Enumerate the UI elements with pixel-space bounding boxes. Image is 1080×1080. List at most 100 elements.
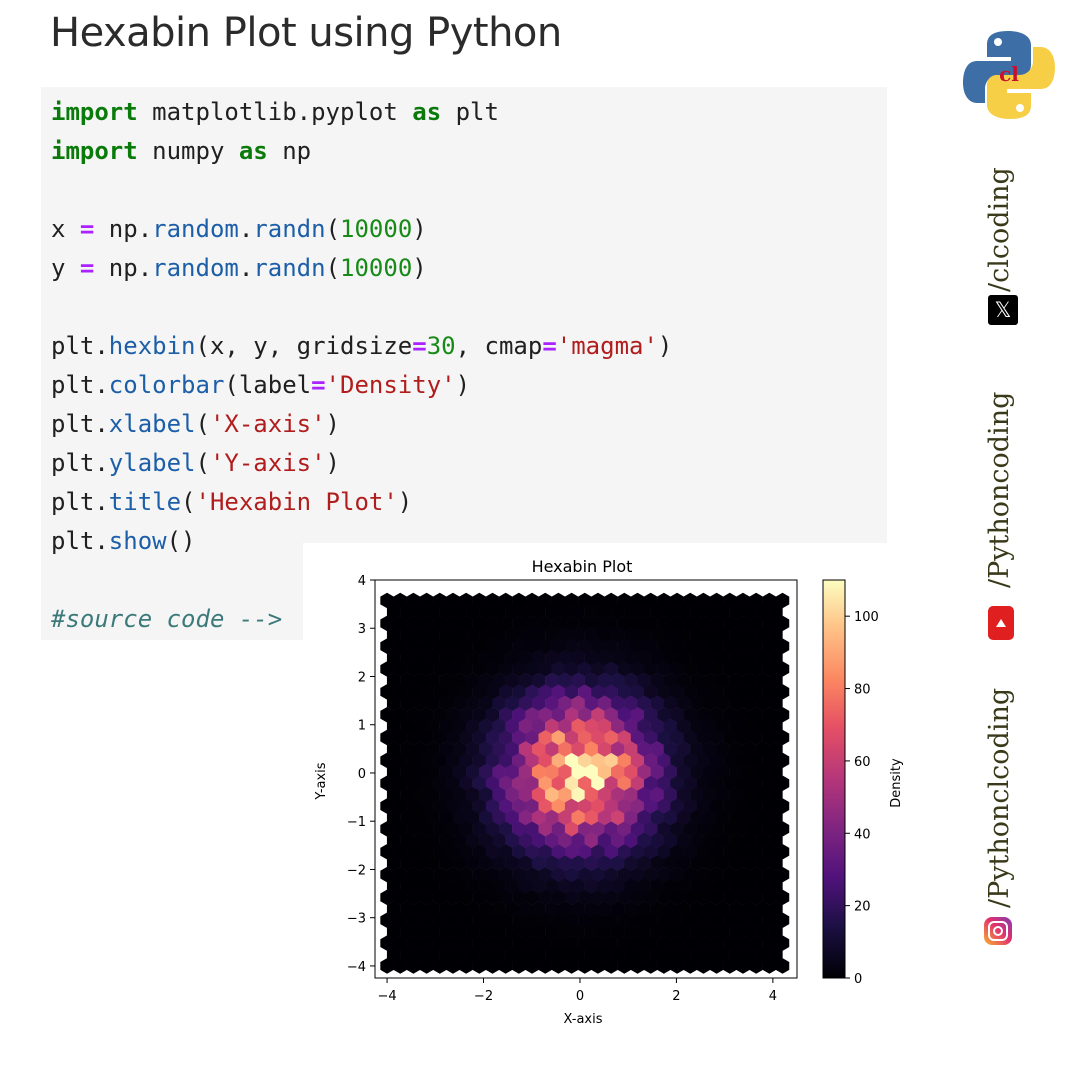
hexbin-cell — [459, 843, 473, 860]
hexbin-cell — [683, 752, 697, 769]
hexbin-cell — [762, 935, 777, 951]
hexbin-cell — [749, 615, 763, 632]
handle-instagram[interactable]: /Pythonclcoding — [984, 687, 1015, 908]
hexbin-cell — [492, 741, 506, 757]
hexbin-cell — [578, 638, 592, 654]
hexbin-cell — [670, 661, 684, 677]
hexbin-cell — [466, 786, 480, 803]
hexbin-cell — [564, 729, 579, 746]
hexbin-cell — [558, 923, 572, 940]
hexbin-cell — [413, 672, 427, 689]
hexbin-cell — [419, 638, 434, 654]
hexbin-cell — [433, 752, 447, 769]
hexbin-cell — [564, 752, 579, 769]
hexbin-cell — [663, 649, 678, 666]
hexbin-cell — [624, 764, 638, 780]
hexbin-cell — [426, 649, 440, 666]
hexbin-cell — [617, 912, 632, 929]
colorbar-label: Density — [889, 758, 904, 808]
code-token: randn — [253, 215, 326, 243]
hexbin-cell — [611, 832, 625, 849]
hexbin-cell — [452, 695, 467, 712]
hexbin-cell — [604, 638, 618, 654]
hexbin-cell — [578, 935, 592, 951]
hexbin-cell — [637, 855, 651, 871]
code-token: ( — [181, 488, 196, 516]
hexbin-cell — [518, 741, 533, 757]
hexbin-cell — [630, 958, 645, 974]
code-token: = — [311, 371, 326, 399]
hexbin-cell — [709, 592, 724, 609]
hexbin-cell — [545, 741, 559, 757]
hexbin-cell — [604, 592, 618, 609]
hexbin-cell — [531, 923, 546, 940]
code-token: import — [51, 137, 138, 165]
hexbin-cell — [505, 878, 520, 894]
hexbin-cell — [512, 706, 526, 723]
hexbin-cell — [696, 706, 711, 723]
handle-x[interactable]: /clcoding — [984, 167, 1015, 292]
hexbin-cell — [729, 923, 744, 940]
hexbin-cell — [571, 695, 585, 712]
code-token: () — [166, 527, 196, 555]
hexbin-cell — [525, 752, 539, 769]
hexbin-cell — [637, 604, 651, 620]
hexbin-cell — [611, 649, 625, 666]
hexbin-cell — [696, 821, 711, 837]
hexbin-cell — [498, 912, 513, 929]
hexbin-cell — [406, 935, 421, 951]
hexbin-cell — [716, 832, 730, 849]
code-line: import numpy as np — [51, 136, 311, 166]
hexbin-cell — [617, 775, 632, 791]
hexbin-cell — [650, 946, 665, 963]
hexbin-cell — [400, 786, 414, 803]
hexbin-cell — [617, 706, 632, 723]
hexbin-cell — [472, 752, 487, 769]
hexbin-cell — [663, 718, 678, 734]
hexbin-cell — [433, 935, 447, 951]
instagram-icon[interactable] — [984, 917, 1012, 945]
hexbin-cell — [657, 775, 671, 791]
hexbin-cell — [611, 627, 625, 643]
hexbin-cell — [709, 798, 724, 814]
hexbin-cell — [446, 592, 460, 609]
hexbin-cell — [419, 592, 434, 609]
hexbin-cell — [670, 706, 684, 723]
hexbin-cell — [564, 821, 579, 837]
hexbin-cell — [393, 775, 407, 791]
hexbin-cell — [709, 706, 724, 723]
hexbin-cell — [479, 855, 493, 871]
hexbin-cell — [643, 638, 658, 654]
hexbin-cell — [466, 901, 480, 917]
hexbin-cell — [584, 946, 599, 963]
hexbin-cell — [472, 615, 487, 632]
hexbin-cell — [742, 627, 757, 643]
hexbin-cell — [676, 627, 691, 643]
hexbin-cell — [736, 798, 750, 814]
hexbin-cell — [597, 604, 612, 620]
youtube-icon[interactable] — [988, 606, 1014, 640]
colorbar-tick-label: 40 — [854, 827, 871, 842]
hexbin-cell — [492, 855, 506, 871]
hexbin-cell — [584, 809, 599, 826]
hexbin-cell — [663, 695, 678, 712]
hexbin-cell — [736, 729, 750, 746]
hexbin-cell — [716, 946, 730, 963]
handle-youtube[interactable]: /Pythoncoding — [984, 391, 1015, 588]
hexbin-cell — [564, 843, 579, 860]
code-token: colorbar — [108, 371, 225, 399]
hexbin-cell — [703, 672, 717, 689]
hexbin-cell — [538, 821, 552, 837]
hexbin-cell — [723, 912, 737, 929]
code-token: hexbin — [108, 332, 196, 360]
hexbin-cell — [538, 615, 552, 632]
hexbin-cell — [400, 946, 414, 963]
hexbin-cell — [769, 672, 783, 689]
hexbin-cell — [446, 661, 460, 677]
hexbin-cell — [564, 684, 579, 700]
hexbin-cell — [551, 706, 566, 723]
hexbin-cell — [400, 878, 414, 894]
hexbin-cell — [729, 672, 744, 689]
x-twitter-icon[interactable]: 𝕏 — [988, 295, 1018, 325]
hexbin-cell — [617, 729, 632, 746]
